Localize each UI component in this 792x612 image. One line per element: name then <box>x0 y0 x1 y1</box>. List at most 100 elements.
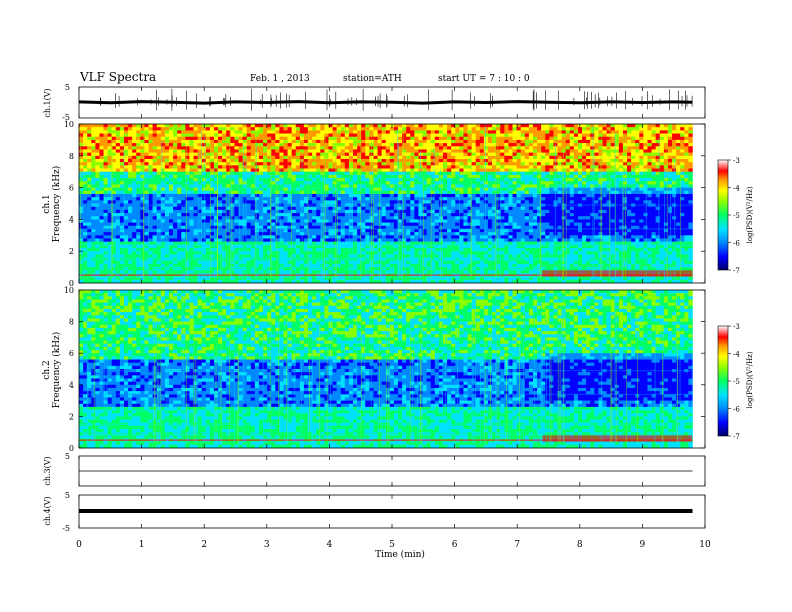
spectrogram-cell <box>361 174 366 179</box>
spectrogram-cell <box>168 193 174 198</box>
spectrogram-cell <box>410 168 415 172</box>
spectrogram-cell <box>246 248 252 252</box>
spectrogram-cell <box>152 162 158 166</box>
spectrogram-cell <box>422 206 427 211</box>
spectrogram-cell <box>156 206 162 211</box>
spectrogram-cell <box>128 219 133 223</box>
spectrogram-cell <box>320 146 325 150</box>
spectrogram-cell <box>279 143 284 147</box>
spectrogram-cell <box>287 162 292 166</box>
spectrogram-cell <box>414 225 419 230</box>
spectrogram-cell <box>197 222 202 227</box>
spectrogram-cell <box>185 216 190 220</box>
spectrogram-cell <box>115 127 121 131</box>
spectrogram-cell <box>447 197 452 201</box>
spectrogram-cell <box>226 174 231 179</box>
spectrogram-cell <box>365 200 370 204</box>
spectrogram-cell <box>189 276 194 281</box>
spectrogram-cell <box>79 222 84 227</box>
spectrogram-cell <box>136 270 141 274</box>
spectrogram-cell <box>205 235 211 239</box>
spectrogram-cell <box>144 152 149 157</box>
spectrogram-cell <box>230 225 235 230</box>
spectrogram-cell <box>254 139 260 144</box>
spectrogram-cell <box>443 260 448 265</box>
spectrogram-cell <box>226 197 231 201</box>
spectrogram-cell <box>128 139 133 144</box>
spectrogram-cell <box>324 213 329 217</box>
spectrogram-cell <box>287 127 292 131</box>
spectrogram-cell <box>164 219 170 223</box>
spectrogram-cell <box>168 136 174 141</box>
spectrogram-cell <box>353 225 358 230</box>
spectrogram-cell <box>275 124 280 128</box>
spectrogram-cell <box>344 133 350 138</box>
spectrogram-cell <box>463 206 468 211</box>
spectrogram-cell <box>201 206 207 211</box>
spectrogram-cell <box>173 279 178 284</box>
spectrogram-cell <box>160 174 166 179</box>
spectrogram-cell <box>193 228 198 233</box>
spectrogram-cell <box>393 158 399 163</box>
spectrogram-cell <box>320 149 325 153</box>
spectrogram-cell <box>438 276 444 281</box>
spectrogram-cell <box>222 152 227 157</box>
spectrogram-cell <box>79 130 84 134</box>
spectrogram-cell <box>83 241 88 246</box>
spectrogram-cell <box>79 168 84 172</box>
spectrogram-cell <box>213 127 219 131</box>
spectrogram-cell <box>443 155 448 160</box>
spectrogram-cell <box>132 279 137 284</box>
spectrogram-cell <box>115 232 121 236</box>
spectrogram-cell <box>353 162 358 166</box>
spectrogram-cell <box>340 244 346 249</box>
spectrogram-cell <box>320 213 325 217</box>
spectrogram-cell <box>234 254 239 258</box>
spectrogram-cell <box>283 222 288 227</box>
spectrogram-cell <box>148 152 153 157</box>
spectrogram-cell <box>119 158 125 163</box>
spectrogram-cell <box>156 178 162 182</box>
spectrogram-cell <box>148 190 153 195</box>
spectrogram-cell <box>340 174 346 179</box>
spectrogram-cell <box>291 222 297 227</box>
spectrogram-cell <box>426 213 432 217</box>
spectrogram-cell <box>258 238 264 242</box>
spectrogram-cell <box>197 143 202 147</box>
spectrogram-cell <box>152 213 158 217</box>
spectrogram-cell <box>467 197 472 201</box>
spectrogram-cell <box>291 206 297 211</box>
spectrogram-cell <box>123 197 129 201</box>
spectrogram-cell <box>447 187 452 192</box>
spectrogram-cell <box>263 219 268 223</box>
spectrogram-cell <box>287 279 292 284</box>
spectrogram-cell <box>410 155 415 160</box>
spectrogram-cell <box>152 216 158 220</box>
spectrogram-cell <box>303 139 309 144</box>
spectrogram-cell <box>177 127 182 131</box>
spectrogram-cell <box>201 244 207 249</box>
spectrogram-cell <box>340 251 346 255</box>
spectrogram-cell <box>79 270 84 274</box>
spectrogram-cell <box>148 219 153 223</box>
spectrogram-cell <box>193 178 198 182</box>
spectrogram-cell <box>365 222 370 227</box>
spectrogram-cell <box>451 263 456 268</box>
spectrogram-cell <box>111 193 117 198</box>
spectrogram-cell <box>123 165 129 169</box>
spectrogram-cell <box>242 200 247 204</box>
spectrogram-cell <box>197 165 202 169</box>
spectrogram-cell <box>111 235 117 239</box>
spectrogram-cell <box>267 171 272 176</box>
spectrogram-cell <box>279 171 284 176</box>
spectrogram-cell <box>385 232 391 236</box>
spectrogram-cell <box>283 162 288 166</box>
spectrogram-cell <box>365 228 370 233</box>
spectrogram-cell <box>348 270 354 274</box>
spectrogram-cell <box>348 171 354 176</box>
spectrogram-cell <box>234 228 239 233</box>
spectrogram-cell <box>258 181 264 185</box>
spectrogram-cell <box>242 270 247 274</box>
spectrogram-cell <box>148 143 153 147</box>
spectrogram-cell <box>185 168 190 172</box>
